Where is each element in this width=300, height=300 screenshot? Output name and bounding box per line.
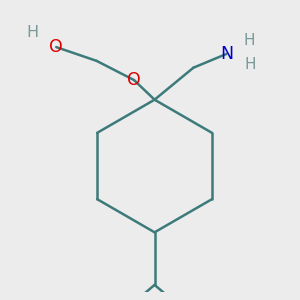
Text: O: O bbox=[127, 71, 141, 89]
Text: H: H bbox=[244, 56, 256, 71]
Text: H: H bbox=[244, 33, 255, 48]
Text: O: O bbox=[50, 38, 63, 56]
Text: H: H bbox=[26, 25, 38, 40]
Text: N: N bbox=[220, 45, 233, 63]
